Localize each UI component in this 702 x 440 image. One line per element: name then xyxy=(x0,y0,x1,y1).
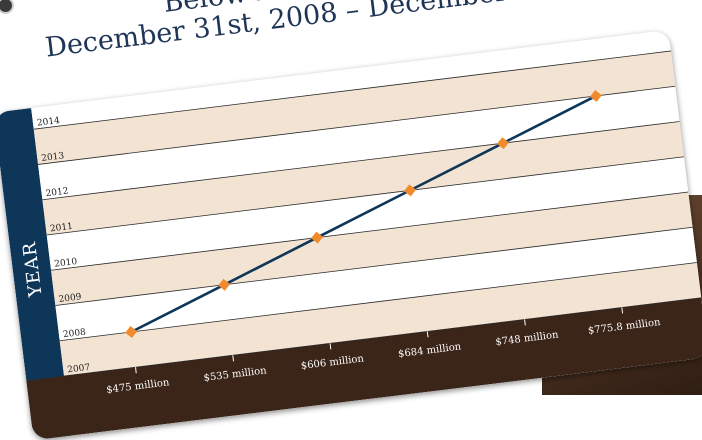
y-tick-label: 2014 xyxy=(36,116,60,129)
data-point-marker xyxy=(496,137,509,150)
year-band-3 xyxy=(46,156,689,271)
y-tick-label: 2010 xyxy=(54,257,78,270)
year-band-7 xyxy=(31,29,671,130)
x-tick-label: $748 million xyxy=(495,329,560,348)
bullet-icon xyxy=(0,0,14,14)
x-tick-mark xyxy=(524,319,526,326)
x-tick-mark xyxy=(329,343,332,350)
x-tick-label: $606 million xyxy=(300,353,365,372)
gridline-5 xyxy=(42,121,680,201)
y-tick-label: 2009 xyxy=(58,292,82,305)
gridline-4 xyxy=(46,156,684,236)
year-band-1 xyxy=(55,227,697,341)
x-tick-mark xyxy=(426,331,429,338)
x-tick-label: $775.8 million xyxy=(587,317,661,337)
gridline-0 xyxy=(63,297,702,377)
y-tick-label: 2011 xyxy=(49,222,73,235)
gridline-1 xyxy=(59,262,697,342)
x-tick-label: $684 million xyxy=(398,341,463,360)
gridline-6 xyxy=(38,85,676,165)
chart-card: YEAR 2007 2008 2009 2010 2011 2012 2013 2014 $4… xyxy=(0,29,702,440)
x-tick-mark xyxy=(621,307,624,314)
data-point-marker xyxy=(311,231,324,244)
gridline-7 xyxy=(33,50,672,130)
data-point-marker xyxy=(125,326,138,338)
year-band-4 xyxy=(42,121,684,235)
year-band-0 xyxy=(59,262,702,377)
x-tick-mark xyxy=(232,355,235,362)
year-band-6 xyxy=(33,50,676,165)
y-tick-label: 2008 xyxy=(62,328,86,341)
series-line xyxy=(130,94,597,334)
x-tick-mark xyxy=(135,367,137,374)
x-tick-label: $475 million xyxy=(106,377,171,396)
x-tick-label: $535 million xyxy=(203,365,268,384)
data-point-marker xyxy=(589,90,602,102)
year-band-2 xyxy=(51,191,693,306)
y-tick-label: 2007 xyxy=(67,363,91,376)
gridline-2 xyxy=(55,226,693,306)
data-point-marker xyxy=(404,184,416,197)
year-band-5 xyxy=(38,86,680,200)
line-chart: 2007 2008 2009 2010 2011 2012 2013 2014 $475 mi… xyxy=(31,29,702,396)
y-tick-label: 2013 xyxy=(41,151,65,164)
data-point-marker xyxy=(218,278,231,291)
y-tick-label: 2012 xyxy=(45,187,69,200)
gridline-3 xyxy=(51,191,689,271)
